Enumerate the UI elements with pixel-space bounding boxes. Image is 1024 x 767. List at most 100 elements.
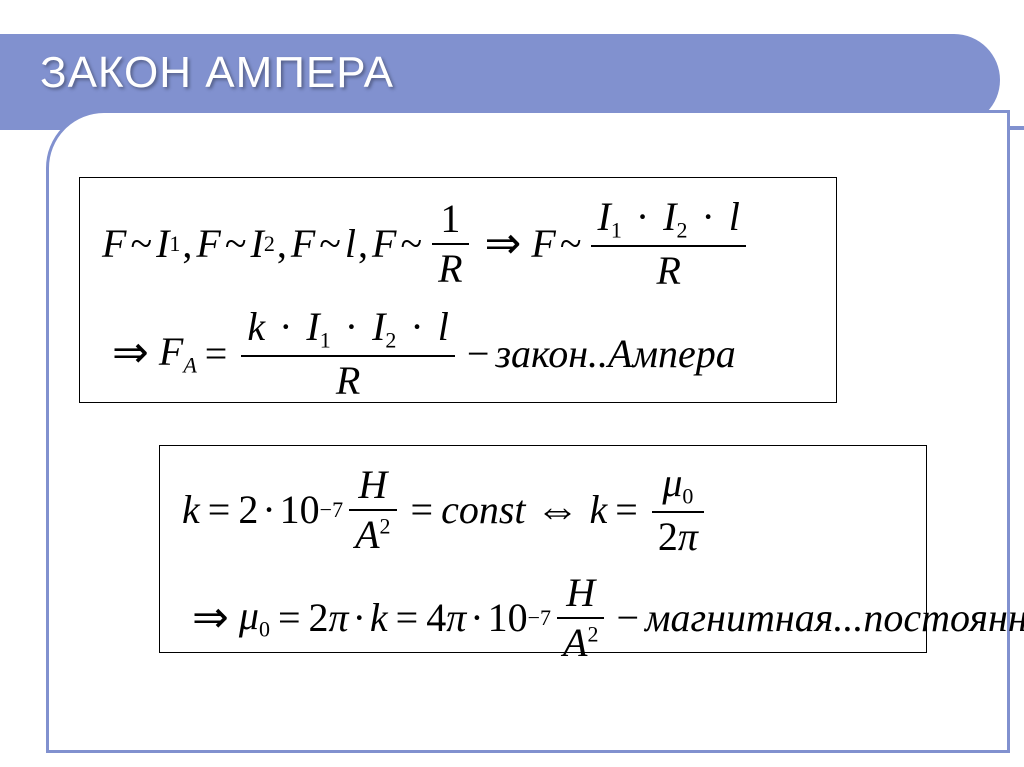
sym-F: F — [291, 222, 315, 266]
sym-mu: μ — [239, 593, 259, 638]
exp-minus7: −7 — [528, 606, 551, 630]
sym-F: F — [531, 222, 555, 266]
den-R: R — [432, 248, 468, 290]
sym-k: k — [370, 596, 388, 640]
sym-I: I — [597, 194, 610, 239]
num-H: H — [352, 464, 393, 506]
sup-2: 2 — [380, 514, 391, 539]
sym-k: k — [590, 488, 608, 532]
den-2pi: 2π — [652, 516, 704, 558]
num-1: 1 — [434, 198, 466, 240]
num-mu0: μ0 — [656, 462, 699, 508]
sub-1: 1 — [169, 232, 180, 256]
sub-0: 0 — [682, 484, 693, 509]
ampere-line-2: ⇒ FA = k · I1 · I2 · l R − закон..Ампера — [102, 306, 814, 402]
op-dot: · — [406, 304, 427, 349]
op-minus: − — [461, 332, 496, 376]
sym-l: l — [438, 304, 449, 349]
sub-1: 1 — [320, 327, 331, 352]
sub-A: A — [183, 352, 196, 377]
den-R: R — [650, 250, 686, 292]
op-implies: ⇒ — [475, 220, 532, 268]
op-dot: · — [697, 194, 718, 239]
sym-FA: FA — [159, 330, 197, 378]
op-minus: − — [610, 596, 645, 640]
op-comma: , — [180, 222, 196, 266]
sym-I: I — [663, 194, 676, 239]
sym-F: F — [159, 329, 183, 374]
op-implies: ⇒ — [102, 329, 159, 377]
val-2: 2 — [658, 514, 678, 559]
sym-I: I — [306, 304, 319, 349]
sym-const: const — [441, 488, 525, 532]
den-A2: A2 — [557, 622, 604, 664]
op-dot: · — [466, 596, 487, 640]
sym-I: I — [372, 304, 385, 349]
frac-H-over-A2: H A2 — [349, 464, 396, 556]
magnetic-constant-box: k = 2 · 10−7 H A2 = const ⇔ k = μ0 — [159, 445, 927, 653]
den-R: R — [330, 360, 366, 402]
sym-F: F — [372, 222, 396, 266]
op-eq: = — [607, 488, 646, 532]
sym-F: F — [196, 222, 220, 266]
label-ampere-law: закон..Ампера — [495, 332, 735, 376]
op-eq: = — [388, 596, 427, 640]
sym-l: l — [729, 194, 740, 239]
val-2: 2 — [238, 488, 258, 532]
label-magnetic-constant: магнитная...постоянная — [645, 596, 1024, 640]
op-dot: · — [632, 194, 653, 239]
frac-bar — [241, 355, 455, 357]
op-eq: = — [200, 488, 239, 532]
den-A2: A2 — [349, 514, 396, 556]
frac-bar — [349, 509, 396, 511]
sym-pi: π — [446, 596, 466, 640]
val-4: 4 — [426, 596, 446, 640]
sym-mu0: μ0 — [239, 594, 270, 642]
op-dot: · — [275, 304, 296, 349]
op-implies: ⇒ — [182, 594, 239, 642]
sym-l: l — [345, 222, 356, 266]
frac-H-over-A2: H A2 — [557, 572, 604, 664]
op-tilde: ~ — [315, 222, 345, 266]
op-dot: · — [349, 596, 370, 640]
mag-line-1: k = 2 · 10−7 H A2 = const ⇔ k = μ0 — [182, 462, 904, 558]
op-comma: , — [356, 222, 372, 266]
op-eq: = — [403, 488, 442, 532]
frac-bar — [557, 617, 604, 619]
sub-2: 2 — [385, 327, 396, 352]
op-tilde: ~ — [126, 222, 156, 266]
num-H: H — [560, 572, 601, 614]
mag-line-2: ⇒ μ0 = 2π · k = 4π · 10−7 H A2 − магнитн… — [182, 572, 904, 664]
op-eq: = — [270, 596, 309, 640]
ampere-line-1: F ~ I1 , F ~ I2 , F ~ l , F ~ 1 R ⇒ F ~ — [102, 196, 814, 292]
val-10: 10 — [280, 488, 320, 532]
sym-A: A — [563, 620, 587, 665]
sub-1: 1 — [611, 218, 622, 243]
op-tilde: ~ — [396, 222, 426, 266]
frac-bar — [432, 243, 468, 245]
sym-pi: π — [678, 514, 698, 559]
sub-2: 2 — [264, 232, 275, 256]
frac-1-over-R: 1 R — [432, 198, 468, 290]
frac-mu0-over-2pi: μ0 2π — [652, 462, 704, 558]
op-tilde: ~ — [221, 222, 251, 266]
sub-0: 0 — [259, 617, 270, 642]
op-tilde: ~ — [556, 222, 586, 266]
page-title: ЗАКОН АМПЕРА — [40, 48, 394, 98]
op-comma: , — [275, 222, 291, 266]
ampere-law-box: F ~ I1 , F ~ I2 , F ~ l , F ~ 1 R ⇒ F ~ — [79, 177, 837, 403]
num-I1I2l: I1 · I2 · l — [591, 196, 745, 242]
val-2: 2 — [309, 596, 329, 640]
sym-F: F — [102, 222, 126, 266]
op-iff: ⇔ — [526, 486, 590, 534]
sym-pi: π — [329, 596, 349, 640]
num-kI1I2l: k · I1 · I2 · l — [241, 306, 455, 352]
sym-I: I — [156, 222, 169, 266]
exp-minus7: −7 — [320, 498, 343, 522]
op-dot: · — [258, 488, 279, 532]
content-frame: F ~ I1 , F ~ I2 , F ~ l , F ~ 1 R ⇒ F ~ — [46, 110, 1010, 753]
sym-k: k — [247, 304, 265, 349]
op-eq: = — [197, 332, 236, 376]
sym-I: I — [250, 222, 263, 266]
sym-k: k — [182, 488, 200, 532]
